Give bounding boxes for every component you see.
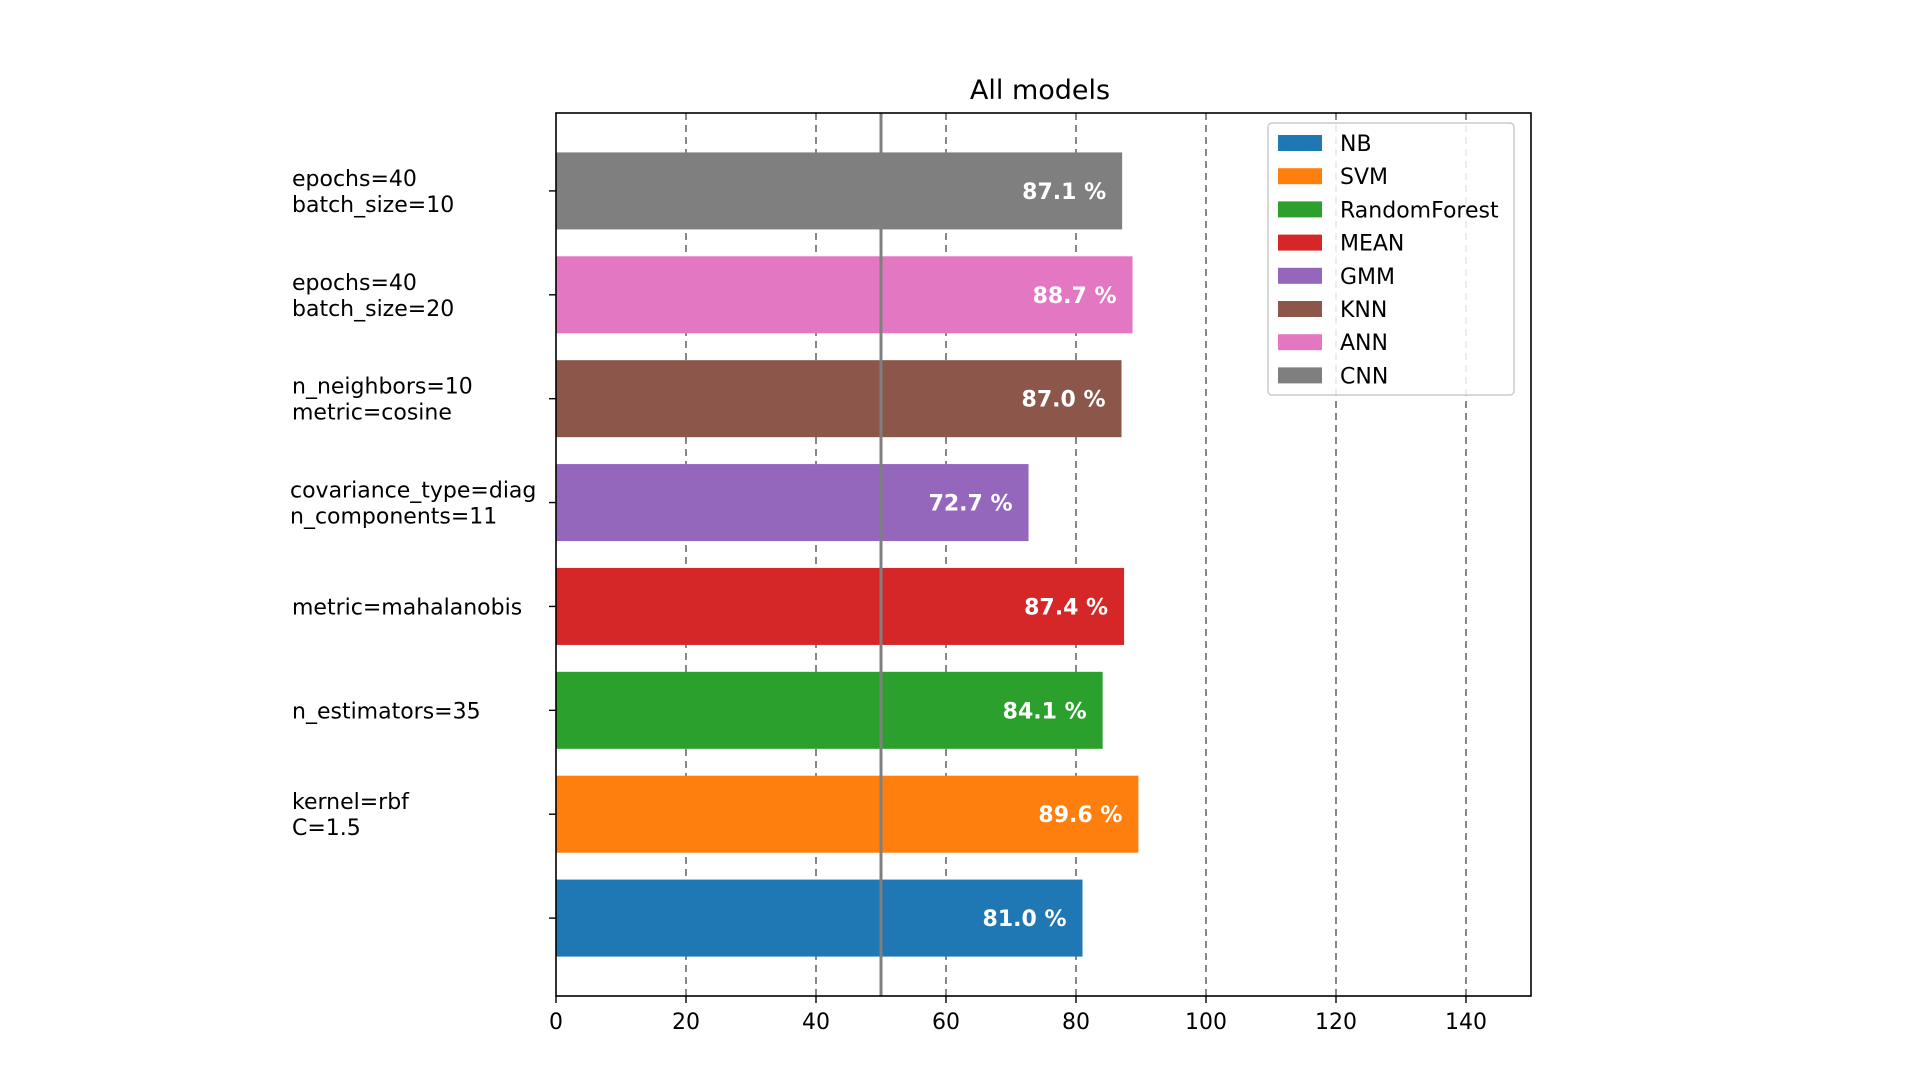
chart-title: All models	[970, 75, 1110, 106]
legend-label-gmm: GMM	[1340, 265, 1395, 290]
legend-label-mean: MEAN	[1340, 232, 1404, 257]
x-tick-label-20: 20	[672, 1010, 700, 1035]
legend-label-knn: KNN	[1340, 298, 1387, 323]
legend-swatch-gmm	[1278, 267, 1322, 284]
axes-layer	[555, 112, 1532, 997]
bar-label-mean: 87.4 %	[1024, 595, 1108, 620]
legend: NB SVM RandomForest MEAN GMM KNN ANN CNN	[1267, 122, 1515, 396]
y-tick-label-ann: epochs=40 batch_size=20	[292, 271, 454, 322]
bar-label-gmm: 72.7 %	[929, 492, 1013, 517]
legend-swatch-cnn	[1278, 367, 1322, 384]
y-tick-label-mean: metric=mahalanobis	[292, 595, 522, 620]
y-tick-label-gmm: covariance_type=diag n_components=11	[290, 479, 536, 530]
bar-mean	[556, 567, 1125, 645]
bar-svm	[556, 775, 1139, 853]
bar-labels-layer: 81.0 % 89.6 % 84.1 % 87.4 % 72.7 % 87.0 % 88.7…	[929, 180, 1123, 932]
bar-label-ann: 88.7 %	[1033, 284, 1117, 309]
legend-label-nb: NB	[1340, 132, 1372, 157]
x-tick-label-60: 60	[932, 1010, 960, 1035]
bar-gmm	[556, 464, 1029, 542]
legend-swatch-knn	[1278, 301, 1322, 317]
x-tick-label-140: 140	[1445, 1010, 1487, 1035]
y-tick-labels-layer: kernel=rbf C=1.5 n_estimators=35 metric=mah…	[290, 167, 556, 919]
bar-label-randomforest: 84.1 %	[1003, 699, 1087, 724]
bar-nb	[556, 879, 1083, 957]
x-tick-label-120: 120	[1315, 1010, 1357, 1035]
legend-label-randomforest: RandomForest	[1340, 198, 1499, 223]
legend-swatch-mean	[1278, 234, 1322, 251]
legend-swatch-ann	[1278, 334, 1322, 351]
x-tick-label-80: 80	[1062, 1010, 1090, 1035]
legend-swatch-svm	[1278, 168, 1322, 185]
bar-knn	[556, 360, 1122, 438]
x-tick-label-100: 100	[1185, 1010, 1227, 1035]
x-tick-label-0: 0	[549, 1010, 563, 1035]
bar-label-cnn: 87.1 %	[1022, 180, 1106, 205]
legend-swatch-nb	[1278, 135, 1322, 151]
bar-label-nb: 81.0 %	[983, 907, 1067, 932]
plot-frame	[555, 112, 1532, 997]
legend-box	[1267, 122, 1515, 396]
y-tick-label-randomforest: n_estimators=35	[292, 699, 481, 724]
bar-ann	[556, 256, 1133, 334]
y-tick-label-cnn: epochs=40 batch_size=10	[292, 167, 454, 218]
y-tick-label-knn: n_neighbors=10 metric=cosine	[292, 375, 473, 426]
x-tick-label-40: 40	[802, 1010, 830, 1035]
legend-label-ann: ANN	[1340, 331, 1388, 356]
bar-cnn	[556, 152, 1123, 230]
x-tick-labels-layer: 0 20 40 60 80 100 120 140	[549, 996, 1487, 1035]
bar-randomforest	[556, 671, 1103, 749]
legend-swatch-randomforest	[1278, 201, 1322, 218]
y-tick-label-svm: kernel=rbf C=1.5	[292, 790, 410, 841]
legend-label-svm: SVM	[1340, 165, 1388, 190]
bar-label-svm: 89.6 %	[1038, 803, 1122, 828]
bars-layer	[556, 152, 1139, 957]
bar-label-knn: 87.0 %	[1022, 388, 1106, 413]
legend-label-cnn: CNN	[1340, 364, 1388, 389]
